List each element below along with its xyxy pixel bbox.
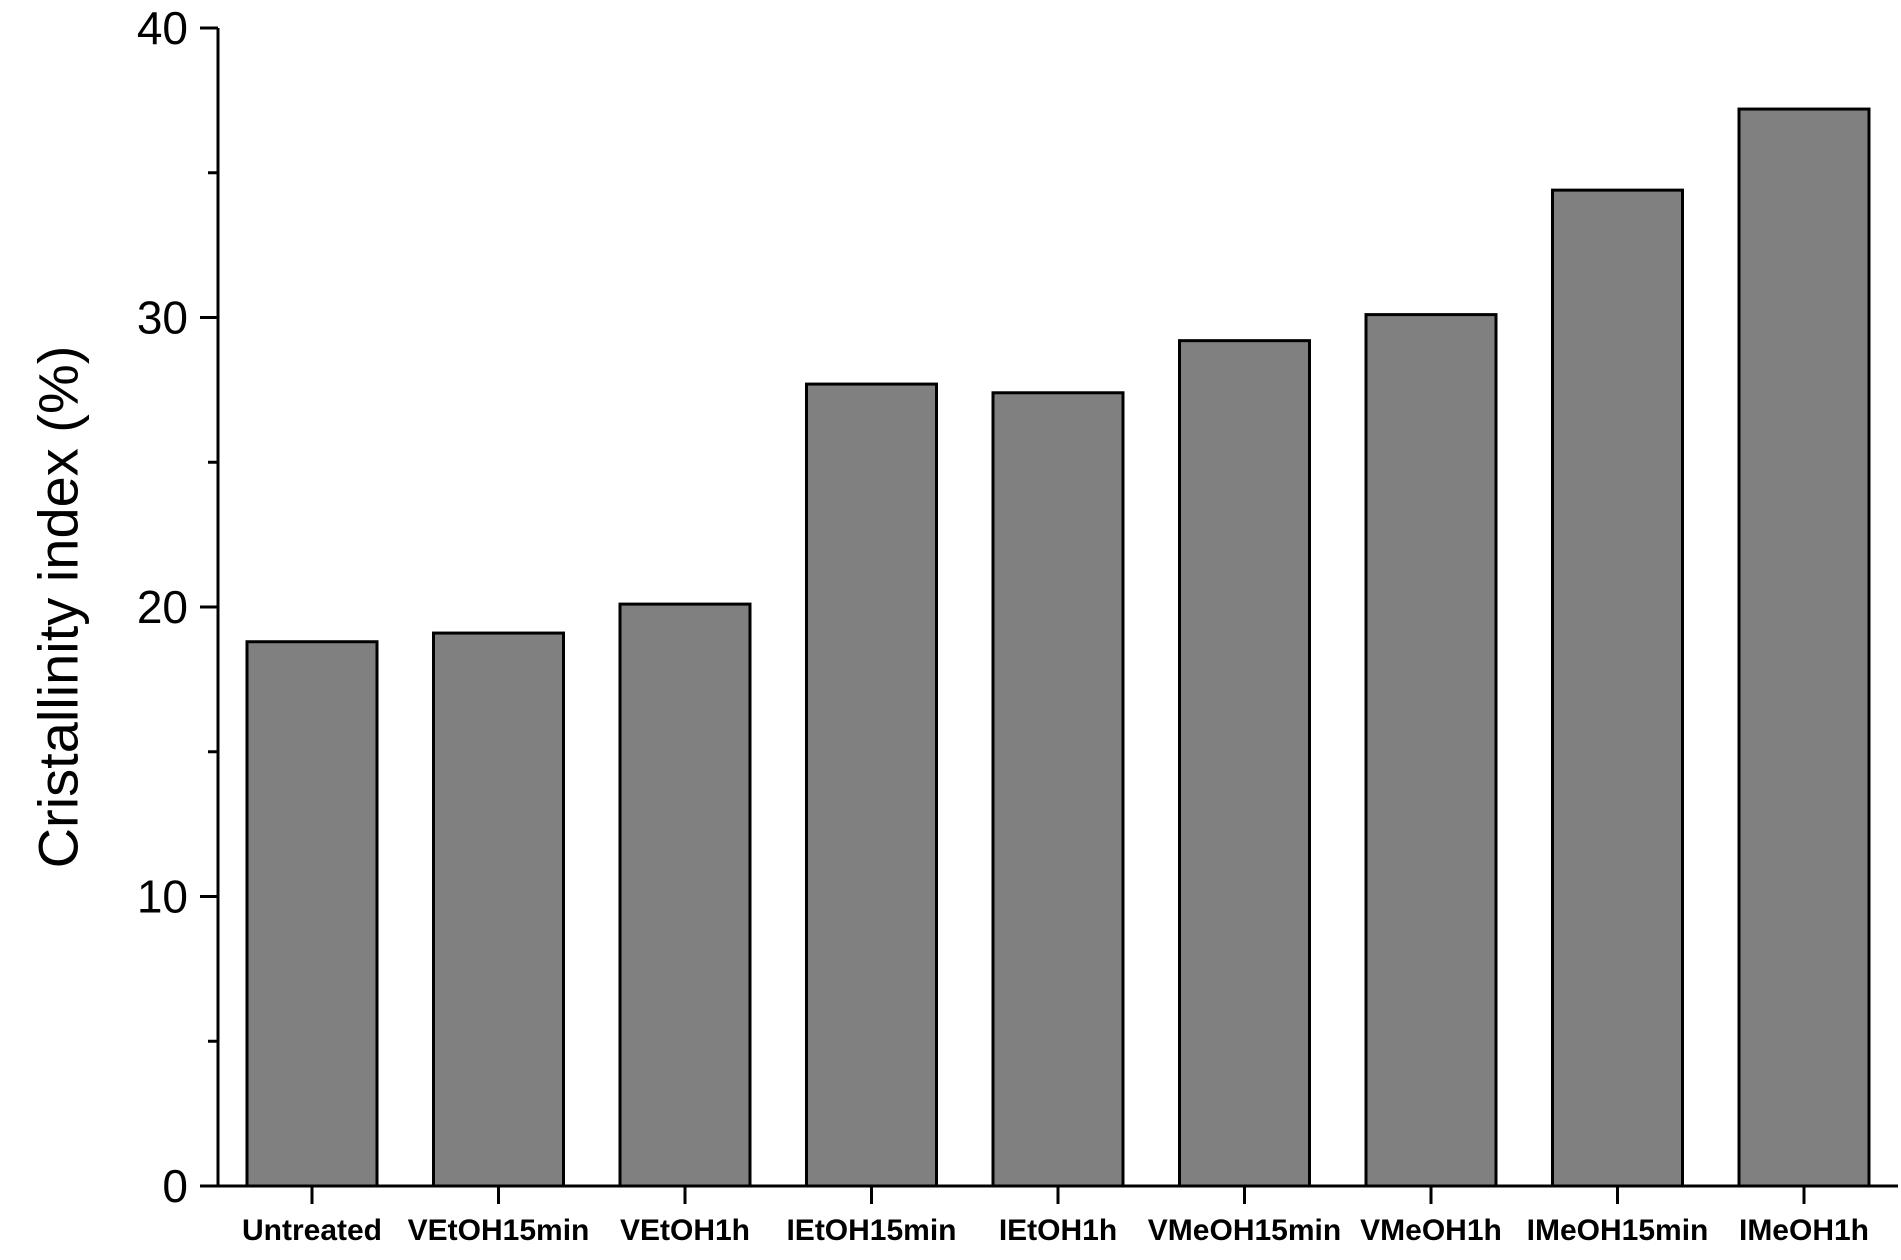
- x-tick-label: VEtOH1h: [620, 1214, 750, 1247]
- bar-vetoh1h: [618, 602, 752, 1188]
- y-tick-label: 0: [162, 1160, 188, 1212]
- x-tick-label: IEtOH1h: [999, 1214, 1117, 1247]
- y-ticks-layer: 0 10 20 30 40: [137, 2, 218, 1212]
- bar-imeoh1h: [1737, 107, 1871, 1188]
- bar-ietoh15min: [805, 382, 938, 1188]
- bar-vmeoh15min: [1178, 339, 1311, 1188]
- bars-layer: [245, 107, 1871, 1188]
- bar-ietoh1h: [991, 391, 1125, 1188]
- x-tick-label: VMeOH1h: [1360, 1214, 1502, 1247]
- bar-vetoh15min: [432, 631, 565, 1188]
- x-ticks-layer: Untreated VEtOH15min VEtOH1h IEtOH15min IEtO…: [242, 1186, 1869, 1247]
- bar-imeoh15min: [1551, 188, 1684, 1188]
- y-tick-label: 20: [137, 581, 188, 633]
- y-axis-title: Cristallinity index (%): [27, 346, 90, 869]
- bar-vmeoh1h: [1364, 313, 1498, 1188]
- x-tick-label: IMeOH15min: [1527, 1214, 1709, 1247]
- x-tick-label: VMeOH15min: [1148, 1214, 1341, 1247]
- y-tick-label: 40: [137, 2, 188, 54]
- y-tick-label: 30: [137, 292, 188, 344]
- x-tick-label: IMeOH1h: [1739, 1214, 1869, 1247]
- y-tick-label: 10: [137, 871, 188, 923]
- x-tick-label: VEtOH15min: [408, 1214, 590, 1247]
- x-tick-label: IEtOH15min: [786, 1214, 956, 1247]
- bar-untreated: [245, 640, 379, 1188]
- x-tick-label: Untreated: [242, 1214, 382, 1247]
